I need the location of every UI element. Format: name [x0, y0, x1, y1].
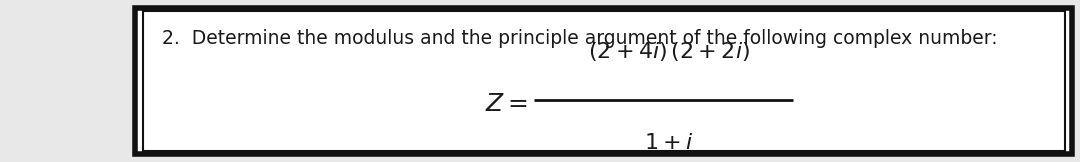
Text: $(2 + 4i)\,(2 + 2i)$: $(2 + 4i)\,(2 + 2i)$ [588, 40, 750, 63]
Bar [143, 11, 1065, 151]
Text: $Z =$: $Z =$ [485, 92, 528, 116]
Text: $1 + i$: $1 + i$ [644, 132, 693, 154]
Bar [135, 8, 1072, 154]
Bar [135, 8, 1072, 154]
Text: 2.  Determine the modulus and the principle argument of the following complex nu: 2. Determine the modulus and the princip… [162, 29, 998, 48]
